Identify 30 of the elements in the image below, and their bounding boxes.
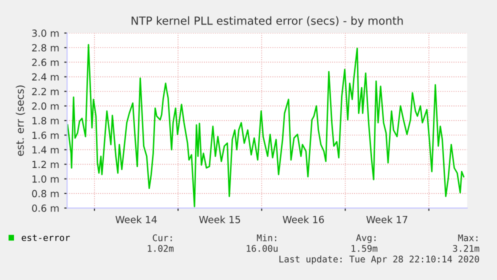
- y-axis-title: est. err (secs): [16, 86, 26, 156]
- y-tick-label: 0.8 m: [32, 190, 59, 198]
- x-tick-label: Week 16: [282, 216, 324, 224]
- text: 3.21m: [453, 245, 480, 252]
- text: Cur:: [152, 234, 172, 242]
- text: 1.02m: [148, 245, 174, 252]
- y-tick-label: 3.0 m: [32, 30, 59, 37]
- text: Max:: [458, 234, 478, 242]
- x-tick-label: Week 14: [116, 216, 157, 224]
- y-tick-label: 2.0 m: [32, 102, 59, 110]
- y-tick-label: 2.4 m: [32, 73, 59, 80]
- y-tick-label: 0.6 m: [32, 204, 59, 212]
- y-tick-label: 1.0 m: [32, 175, 59, 183]
- y-tick-label: 1.6 m: [32, 132, 59, 139]
- text: Last update: Tue Apr 28 22:10:14 2020: [279, 255, 480, 264]
- chart-title: NTP kernel PLL estimated error (secs) - by month: [132, 16, 403, 28]
- y-tick-label: 2.8 m: [32, 44, 59, 52]
- y-tick-label: 2.6 m: [32, 58, 59, 66]
- y-tick-label: 2.2 m: [32, 88, 59, 96]
- x-tick-label: Week 17: [366, 216, 408, 224]
- text: 16.00u: [246, 245, 278, 252]
- y-tick-label: 1.8 m: [32, 117, 59, 124]
- text: Min:: [256, 234, 276, 242]
- legend-label: est-error: [22, 234, 70, 242]
- y-tick-label: 1.4 m: [32, 146, 59, 154]
- line-series: [67, 44, 464, 208]
- x-tick-label: Week 15: [199, 216, 240, 224]
- text: Avg:: [356, 234, 376, 243]
- y-tick-label: 1.2 m: [32, 160, 59, 168]
- text: 1.59m: [352, 245, 378, 252]
